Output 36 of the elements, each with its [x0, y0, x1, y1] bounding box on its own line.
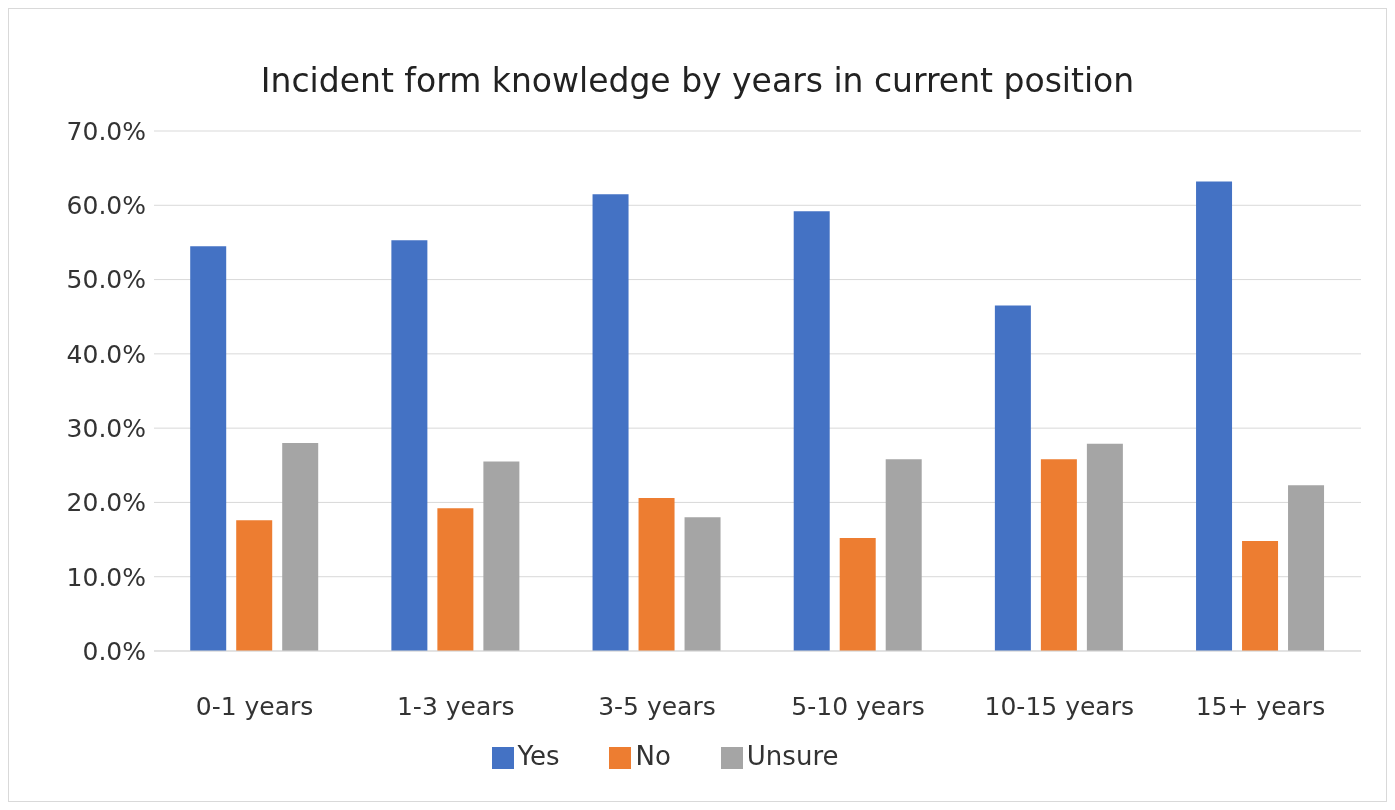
- y-tick-label: 60.0%: [66, 191, 146, 221]
- bar: [885, 459, 922, 651]
- legend-label: Unsure: [746, 741, 839, 771]
- x-tick-label: 3-5 years: [598, 691, 716, 721]
- bar: [391, 240, 428, 651]
- y-tick-label: 40.0%: [66, 339, 146, 369]
- bar: [1242, 541, 1279, 651]
- bar: [592, 194, 629, 651]
- bar: [437, 508, 474, 651]
- x-tick-label: 15+ years: [1195, 691, 1326, 721]
- bar: [1288, 485, 1325, 651]
- bar: [236, 520, 273, 651]
- x-tick-label: 0-1 years: [195, 691, 314, 721]
- y-tick-label: 50.0%: [66, 265, 146, 295]
- y-tick-label: 70.0%: [66, 116, 146, 146]
- bar: [839, 538, 876, 651]
- bar: [1196, 181, 1233, 651]
- y-tick-label: 0.0%: [82, 636, 146, 666]
- bar: [282, 443, 319, 651]
- x-tick-label: 5-10 years: [791, 691, 925, 721]
- bar: [638, 497, 675, 651]
- chart-title: Incident form knowledge by years in current position: [259, 60, 1136, 102]
- legend-label: No: [635, 741, 671, 771]
- bar: [1086, 443, 1123, 651]
- y-tick-label: 30.0%: [66, 414, 146, 444]
- bar: [1040, 459, 1077, 651]
- y-tick-label: 20.0%: [66, 488, 146, 518]
- bar: [793, 211, 830, 651]
- x-tick-label: 10-15 years: [984, 691, 1134, 721]
- bar: [994, 305, 1031, 651]
- bar: [483, 461, 520, 651]
- x-tick-label: 1-3 years: [396, 691, 515, 721]
- legend-label: Yes: [517, 741, 560, 771]
- bar: [190, 246, 227, 651]
- y-tick-label: 10.0%: [66, 562, 146, 592]
- bar: [684, 517, 721, 651]
